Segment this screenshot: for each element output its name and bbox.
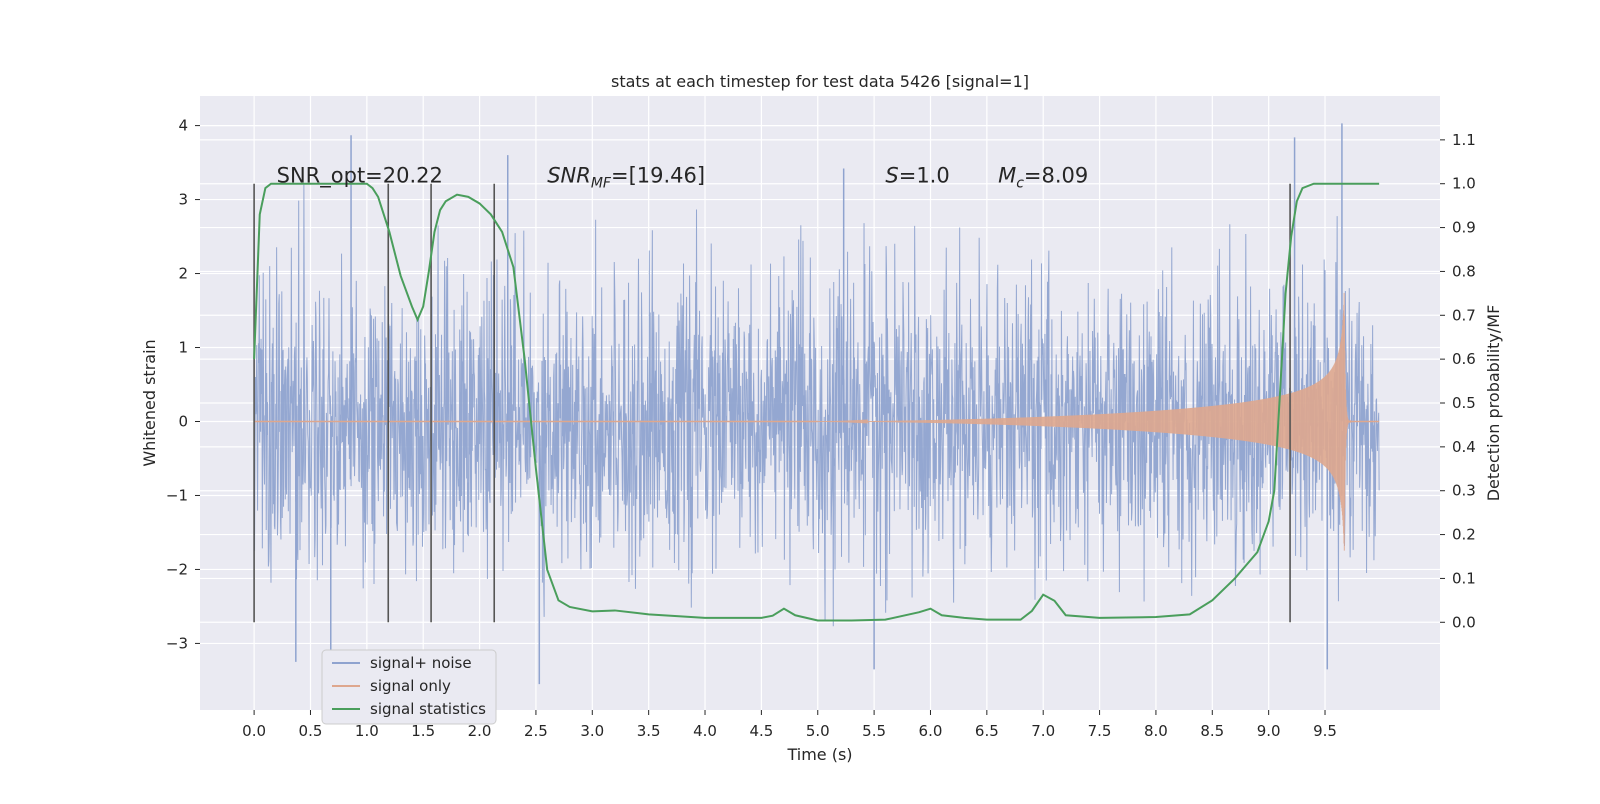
chart-title: stats at each timestep for test data 542… [611, 72, 1029, 91]
y2-tick-label-3: 0.3 [1452, 482, 1476, 500]
x-tick-label-18: 9.0 [1257, 722, 1281, 740]
y2-tick-label-10: 1.0 [1452, 175, 1476, 193]
y2-tick-label-4: 0.4 [1452, 438, 1476, 456]
annotation-3: Mc=8.09 [998, 164, 1088, 192]
x-tick-label-15: 7.5 [1088, 722, 1112, 740]
x-axis-ticks: 0.0 0.5 1.0 1.5 2.0 2.5 3.0 3.5 4.0 4.5 5.0 5.5 6.0 6… [242, 710, 1337, 740]
y-tick-label-7: 4 [178, 117, 188, 135]
x-tick-label-17: 8.5 [1200, 722, 1224, 740]
y-tick-label-3: 0 [178, 412, 188, 430]
y-tick-label-4: 1 [178, 339, 188, 357]
x-tick-label-2: 1.0 [355, 722, 379, 740]
x-tick-label-1: 0.5 [299, 722, 323, 740]
y2-tick-label-9: 0.9 [1452, 219, 1476, 237]
signal-only-line [817, 292, 1380, 551]
y-tick-label-6: 3 [178, 191, 188, 209]
x-tick-label-8: 4.0 [693, 722, 717, 740]
signal-statistics-line [253, 182, 1380, 622]
y2-tick-label-0: 0.0 [1452, 613, 1476, 631]
x-tick-label-13: 6.5 [975, 722, 999, 740]
x-tick-label-9: 4.5 [749, 722, 773, 740]
legend-label-signal-statistics: signal statistics [370, 700, 486, 718]
x-tick-label-11: 5.5 [862, 722, 886, 740]
x-tick-label-5: 2.5 [524, 722, 548, 740]
x-tick-label-4: 2.0 [468, 722, 492, 740]
y2-tick-label-7: 0.7 [1452, 306, 1476, 324]
x-tick-label-3: 1.5 [411, 722, 435, 740]
y-tick-label-0: −3 [166, 634, 188, 652]
y-tick-label-2: −1 [166, 486, 188, 504]
x-tick-label-12: 6.0 [919, 722, 943, 740]
y2-tick-label-2: 0.2 [1452, 526, 1476, 544]
signal-only-series [254, 292, 1380, 551]
annotation-0: SNR_opt=20.22 [277, 164, 443, 189]
x-tick-label-19: 9.5 [1313, 722, 1337, 740]
legend-label-signal-noise: signal+ noise [370, 654, 472, 672]
y2-tick-label-11: 1.1 [1452, 131, 1476, 149]
y-tick-label-1: −2 [166, 560, 188, 578]
x-tick-label-6: 3.0 [580, 722, 604, 740]
annotations: SNR_opt=20.22 SNRMF=[19.46] S=1.0 Mc=8.09 [277, 164, 1089, 192]
y-axis-label: Whitened strain [140, 339, 159, 466]
y2-axis-ticks: 0.0 0.1 0.2 0.3 0.4 0.5 0.6 0.7 0.8 0.9 1.0 1.1 [1440, 131, 1476, 631]
y2-tick-label-8: 0.8 [1452, 262, 1476, 280]
legend-label-signal-only: signal only [370, 677, 451, 695]
legend: signal+ noise signal only signal statist… [321, 649, 497, 725]
annotation-1: SNRMF=[19.46] [547, 164, 705, 192]
signal-statistics-series [253, 182, 1380, 622]
annotation-2: S=1.0 [885, 164, 949, 188]
y2-tick-label-1: 0.1 [1452, 569, 1476, 587]
y-tick-label-5: 2 [178, 265, 188, 283]
x-tick-label-14: 7.0 [1031, 722, 1055, 740]
x-tick-label-16: 8.0 [1144, 722, 1168, 740]
y-axis-ticks: −3 −2 −1 0 1 2 3 4 [166, 117, 200, 652]
signal-noise-line [253, 184, 1380, 627]
y2-axis-label: Detection probability/MF [1484, 305, 1503, 502]
x-tick-label-10: 5.0 [806, 722, 830, 740]
legend-box [321, 649, 497, 725]
x-axis-label: Time (s) [786, 745, 852, 764]
x-tick-label-7: 3.5 [637, 722, 661, 740]
x-tick-label-0: 0.0 [242, 722, 266, 740]
y2-tick-label-6: 0.6 [1452, 350, 1476, 368]
y2-tick-label-5: 0.5 [1452, 394, 1476, 412]
